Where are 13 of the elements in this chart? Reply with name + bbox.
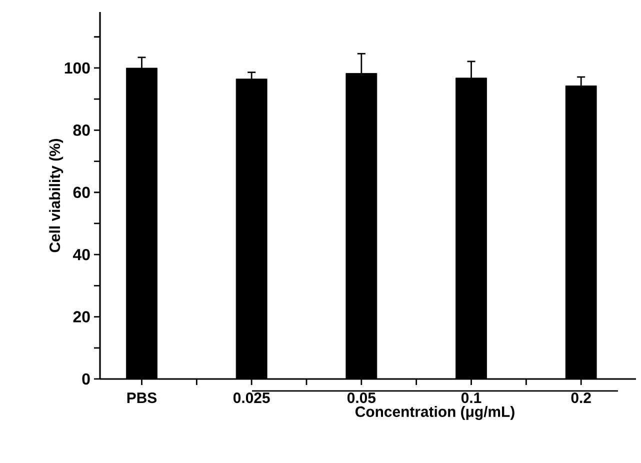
x-tick-label: 0.05 [347, 392, 376, 404]
y-axis-title: Cell viability (%) [49, 138, 64, 252]
x-axis-title: Concentration (μg/mL) [355, 406, 514, 420]
x-tick-label: 0.2 [571, 392, 591, 404]
x-tick-label: 0.1 [461, 392, 482, 404]
y-tick-label: 100 [64, 62, 90, 74]
y-tick-label: 20 [73, 311, 90, 322]
y-tick-label: 80 [73, 124, 90, 136]
x-tick-label: PBS [127, 392, 157, 404]
y-tick-label: 0 [82, 373, 90, 385]
x-tick-label: 0.025 [233, 392, 270, 404]
y-tick-label: 60 [73, 186, 90, 198]
y-tick-label: 40 [72, 248, 90, 260]
